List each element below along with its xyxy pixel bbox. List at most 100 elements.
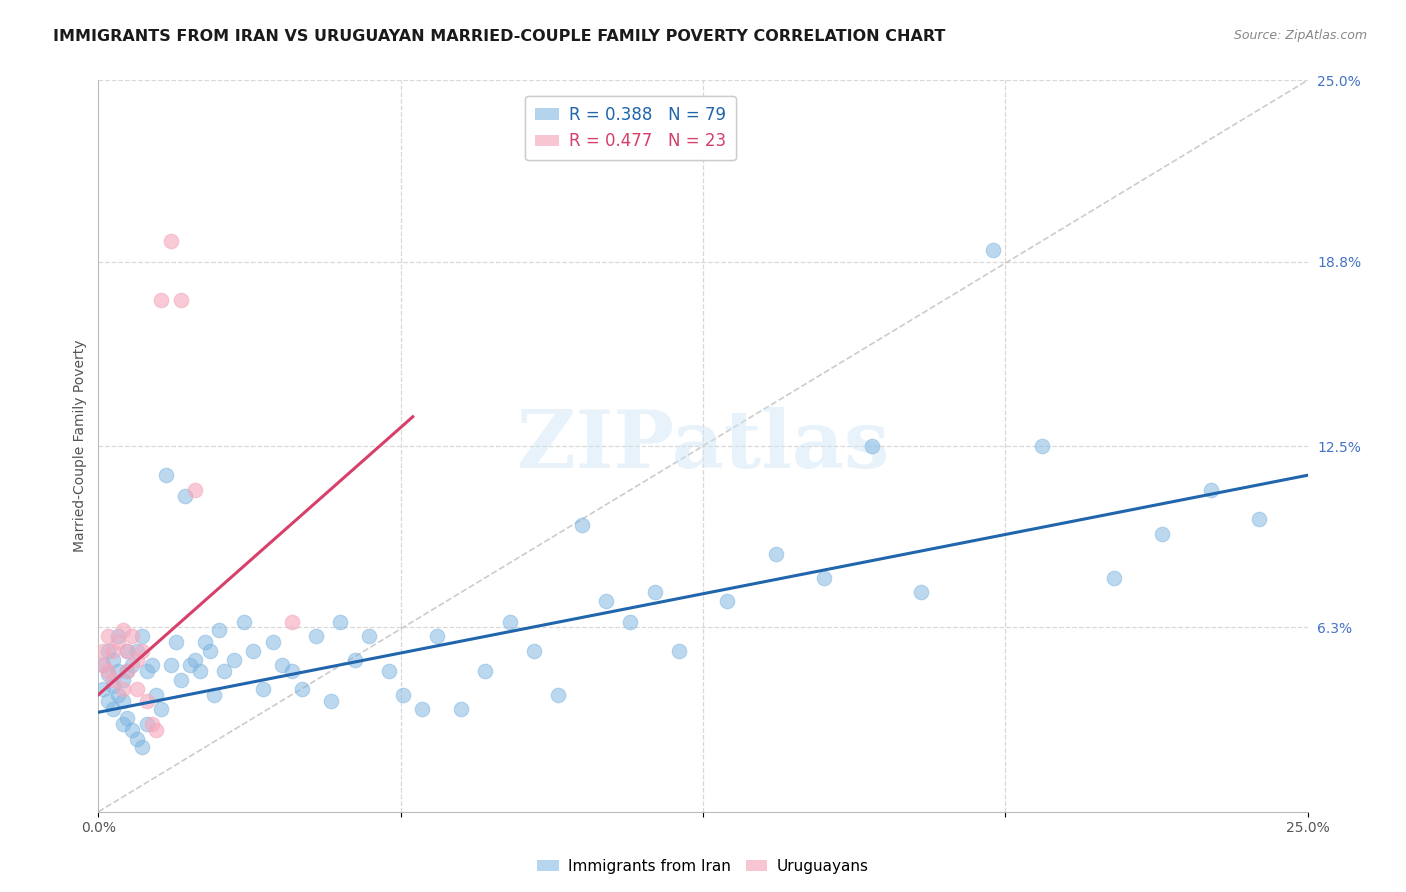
Uruguayans — [141, 717, 163, 731]
Immigrants from Iran — [204, 688, 226, 702]
Uruguayans — [121, 629, 143, 643]
Immigrants from Iran — [765, 547, 787, 561]
Uruguayans — [111, 624, 134, 638]
Immigrants from Iran — [910, 585, 932, 599]
Immigrants from Iran — [135, 717, 157, 731]
Immigrants from Iran — [91, 658, 114, 673]
Immigrants from Iran — [111, 693, 134, 707]
Immigrants from Iran — [97, 693, 120, 707]
Uruguayans — [91, 658, 114, 673]
Immigrants from Iran — [305, 629, 328, 643]
Immigrants from Iran — [198, 644, 221, 658]
Uruguayans — [135, 693, 157, 707]
Immigrants from Iran — [174, 489, 197, 503]
Immigrants from Iran — [377, 665, 399, 679]
Immigrants from Iran — [97, 644, 120, 658]
Immigrants from Iran — [981, 243, 1004, 257]
Uruguayans — [127, 652, 149, 666]
Text: ZIPatlas: ZIPatlas — [517, 407, 889, 485]
Immigrants from Iran — [117, 644, 139, 658]
Immigrants from Iran — [101, 652, 124, 666]
Immigrants from Iran — [411, 702, 433, 716]
Immigrants from Iran — [107, 629, 129, 643]
Immigrants from Iran — [1031, 439, 1053, 453]
Immigrants from Iran — [232, 615, 254, 629]
Immigrants from Iran — [150, 702, 173, 716]
Immigrants from Iran — [101, 679, 124, 693]
Text: Source: ZipAtlas.com: Source: ZipAtlas.com — [1233, 29, 1367, 42]
Immigrants from Iran — [644, 585, 666, 599]
Immigrants from Iran — [145, 688, 167, 702]
Immigrants from Iran — [101, 702, 124, 716]
Immigrants from Iran — [127, 644, 149, 658]
Uruguayans — [150, 293, 173, 307]
Immigrants from Iran — [1152, 526, 1174, 541]
Immigrants from Iran — [131, 740, 153, 755]
Immigrants from Iran — [127, 731, 149, 746]
Immigrants from Iran — [179, 658, 201, 673]
Immigrants from Iran — [117, 665, 139, 679]
Immigrants from Iran — [668, 644, 690, 658]
Immigrants from Iran — [359, 629, 381, 643]
Immigrants from Iran — [222, 652, 245, 666]
Uruguayans — [97, 665, 120, 679]
Immigrants from Iran — [619, 615, 641, 629]
Uruguayans — [101, 673, 124, 687]
Immigrants from Iran — [194, 635, 217, 649]
Uruguayans — [117, 644, 139, 658]
Immigrants from Iran — [595, 594, 617, 608]
Uruguayans — [107, 635, 129, 649]
Immigrants from Iran — [135, 665, 157, 679]
Immigrants from Iran — [271, 658, 294, 673]
Immigrants from Iran — [474, 665, 496, 679]
Immigrants from Iran — [184, 652, 207, 666]
Uruguayans — [127, 681, 149, 696]
Immigrants from Iran — [141, 658, 163, 673]
Immigrants from Iran — [165, 635, 187, 649]
Immigrants from Iran — [121, 723, 143, 737]
Uruguayans — [184, 483, 207, 497]
Immigrants from Iran — [97, 667, 120, 681]
Immigrants from Iran — [1249, 512, 1271, 526]
Immigrants from Iran — [262, 635, 284, 649]
Immigrants from Iran — [169, 673, 191, 687]
Immigrants from Iran — [160, 658, 183, 673]
Immigrants from Iran — [290, 681, 312, 696]
Uruguayans — [131, 644, 153, 658]
Immigrants from Iran — [91, 681, 114, 696]
Immigrants from Iran — [860, 439, 883, 453]
Immigrants from Iran — [571, 518, 593, 533]
Uruguayans — [281, 615, 304, 629]
Immigrants from Iran — [131, 629, 153, 643]
Immigrants from Iran — [450, 702, 472, 716]
Immigrants from Iran — [242, 644, 264, 658]
Immigrants from Iran — [392, 688, 415, 702]
Legend: R = 0.388   N = 79, R = 0.477   N = 23: R = 0.388 N = 79, R = 0.477 N = 23 — [526, 96, 735, 161]
Immigrants from Iran — [329, 615, 352, 629]
Immigrants from Iran — [188, 665, 211, 679]
Uruguayans — [91, 644, 114, 658]
Immigrants from Iran — [208, 624, 231, 638]
Text: IMMIGRANTS FROM IRAN VS URUGUAYAN MARRIED-COUPLE FAMILY POVERTY CORRELATION CHAR: IMMIGRANTS FROM IRAN VS URUGUAYAN MARRIE… — [53, 29, 946, 44]
Immigrants from Iran — [111, 673, 134, 687]
Immigrants from Iran — [1199, 483, 1222, 497]
Immigrants from Iran — [813, 571, 835, 585]
Legend: Immigrants from Iran, Uruguayans: Immigrants from Iran, Uruguayans — [531, 853, 875, 880]
Immigrants from Iran — [281, 665, 304, 679]
Immigrants from Iran — [547, 688, 569, 702]
Immigrants from Iran — [426, 629, 449, 643]
Immigrants from Iran — [252, 681, 274, 696]
Immigrants from Iran — [121, 658, 143, 673]
Immigrants from Iran — [107, 665, 129, 679]
Y-axis label: Married-Couple Family Poverty: Married-Couple Family Poverty — [73, 340, 87, 552]
Immigrants from Iran — [319, 693, 342, 707]
Immigrants from Iran — [716, 594, 738, 608]
Uruguayans — [97, 629, 120, 643]
Immigrants from Iran — [1102, 571, 1125, 585]
Immigrants from Iran — [343, 652, 366, 666]
Uruguayans — [145, 723, 167, 737]
Uruguayans — [111, 681, 134, 696]
Immigrants from Iran — [117, 711, 139, 725]
Immigrants from Iran — [212, 665, 235, 679]
Uruguayans — [101, 644, 124, 658]
